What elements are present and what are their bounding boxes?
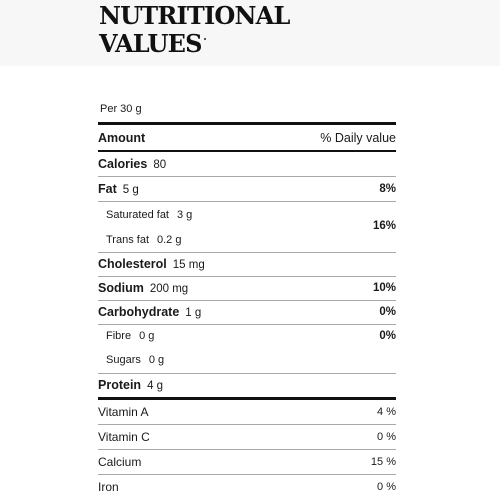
- calcium-pct: 15 %: [370, 456, 396, 468]
- row-divider: [98, 276, 396, 277]
- row-calcium: Calcium 15 %: [98, 450, 396, 474]
- protein-label: Protein: [98, 378, 142, 392]
- calories-label: Calories: [98, 157, 148, 171]
- row-calories: Calories 80: [98, 152, 396, 176]
- row-vitamin-a: Vitamin A 4 %: [98, 400, 396, 424]
- saturated-fat-label: Saturated fat: [106, 209, 169, 221]
- sodium-value: 200 mg: [149, 283, 189, 295]
- trans-fat-label: Trans fat: [106, 234, 149, 246]
- cholesterol-label: Cholesterol: [98, 257, 167, 271]
- saturated-fat-value: 3 g: [177, 209, 193, 221]
- header-amount: Amount: [98, 131, 146, 145]
- cholesterol-value: 15 mg: [172, 259, 205, 271]
- vitamin-a-pct: 4 %: [377, 406, 396, 418]
- carbohydrate-pct: 0%: [379, 306, 396, 318]
- fat-pct: 8%: [379, 183, 396, 195]
- fibre-sugars-pct: 0%: [379, 330, 396, 342]
- row-divider: [98, 252, 396, 253]
- calories-value: 80: [153, 159, 167, 171]
- saturated-trans-pct: 16%: [372, 220, 396, 232]
- row-sodium: Sodium 200 mg 10%: [98, 276, 396, 300]
- row-trans-fat: Trans fat 0.2 g: [98, 228, 396, 252]
- sodium-pct: 10%: [372, 282, 396, 294]
- row-divider: [98, 424, 396, 425]
- fat-value: 5 g: [122, 184, 139, 196]
- row-divider: [98, 201, 396, 202]
- calcium-label: Calcium: [98, 455, 142, 469]
- row-vitamin-c: Vitamin C 0 %: [98, 425, 396, 449]
- page-title: NUTRITIONAL VALUES: [99, 2, 290, 58]
- top-rule: [98, 122, 396, 125]
- title-dot-mark: [204, 38, 206, 40]
- sugars-value: 0 g: [148, 354, 165, 366]
- row-divider: [98, 176, 396, 177]
- row-sugars: Sugars 0 g: [98, 348, 396, 372]
- header-daily-value: % Daily value: [320, 131, 396, 145]
- header-rule: [98, 150, 396, 152]
- title-line-1: NUTRITIONAL: [99, 1, 290, 30]
- protein-value: 4 g: [147, 380, 164, 392]
- vitamin-c-label: Vitamin C: [98, 430, 150, 444]
- trans-fat-value: 0.2 g: [157, 234, 182, 246]
- row-cholesterol: Cholesterol 15 mg: [98, 252, 396, 276]
- vitamin-c-pct: 0 %: [377, 431, 396, 443]
- row-fat: Fat 5 g 8%: [98, 177, 396, 201]
- row-protein: Protein 4 g: [98, 373, 396, 397]
- title-band: [0, 0, 500, 66]
- row-divider: [98, 300, 396, 301]
- row-carbohydrate: Carbohydrate 1 g 0%: [98, 300, 396, 324]
- fat-label: Fat: [98, 182, 117, 196]
- table-header: Amount % Daily value: [98, 126, 396, 150]
- row-divider: [98, 324, 396, 325]
- iron-label: Iron: [98, 480, 119, 494]
- fibre-value: 0 g: [139, 330, 155, 342]
- row-divider: [98, 373, 396, 374]
- iron-pct: 0 %: [377, 481, 396, 493]
- serving-size: Per 30 g: [100, 103, 142, 115]
- carbohydrate-label: Carbohydrate: [98, 305, 180, 319]
- vitamin-a-label: Vitamin A: [98, 405, 149, 419]
- row-divider: [98, 474, 396, 475]
- row-iron: Iron 0 %: [98, 475, 396, 499]
- sodium-label: Sodium: [98, 281, 144, 295]
- vitamins-rule: [98, 397, 396, 400]
- sugars-label: Sugars: [106, 354, 141, 366]
- carbohydrate-value: 1 g: [185, 307, 202, 319]
- fibre-label: Fibre: [106, 330, 132, 342]
- row-fibre: Fibre 0 g: [98, 324, 396, 348]
- title-line-2: VALUES: [99, 29, 203, 58]
- row-saturated-fat: Saturated fat 3 g: [98, 203, 396, 227]
- row-divider: [98, 449, 396, 450]
